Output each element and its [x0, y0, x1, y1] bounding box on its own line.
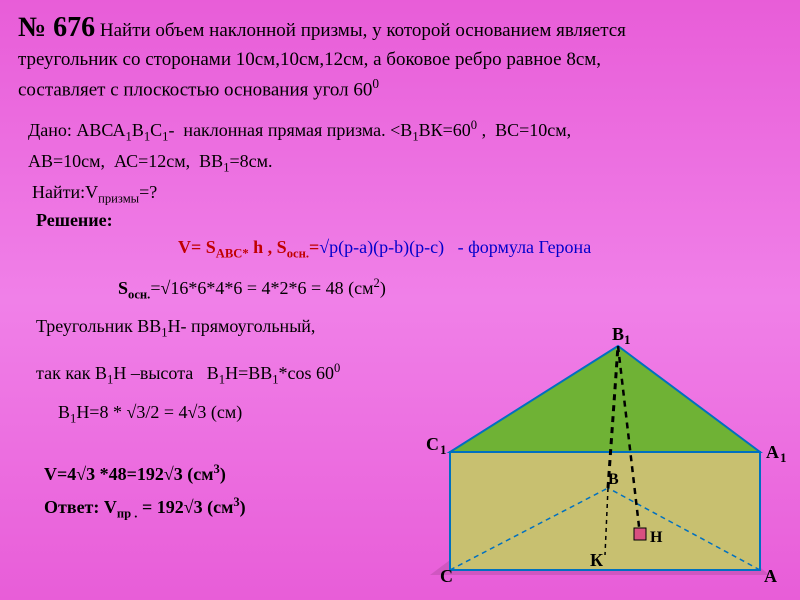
svg-text:К: К	[590, 550, 603, 570]
svg-text:С: С	[426, 434, 439, 454]
problem-text-2: треугольник со сторонами 10см,10см,12см,…	[18, 48, 782, 73]
given-block: Дано: АВСА1В1С1- наклонная прямая призма…	[28, 115, 782, 177]
problem-number: № 676	[18, 12, 95, 43]
svg-text:1: 1	[440, 442, 447, 457]
s-calc: Sосн.=√16*6*4*6 = 4*2*6 = 48 (см2)	[118, 276, 782, 303]
svg-text:А: А	[766, 442, 779, 462]
formula-line: V= SABC* h , Sосн.=√p(p-a)(p-b)(p-c) - ф…	[178, 237, 782, 262]
prism-diagram: В 1 А 1 С 1 В А С К Н	[390, 310, 790, 590]
svg-text:В: В	[608, 471, 619, 488]
svg-text:В: В	[612, 324, 624, 344]
solution-label: Решение:	[36, 210, 782, 231]
find-line: Найти:Vпризмы=?	[32, 182, 782, 207]
problem-text-1: Найти объем наклонной призмы, у которой …	[100, 20, 626, 41]
svg-text:1: 1	[780, 450, 787, 465]
svg-text:Н: Н	[650, 529, 663, 546]
svg-text:А: А	[764, 566, 777, 586]
svg-text:С: С	[440, 566, 453, 586]
problem-text-3: составляет с плоскостью основания угол 6…	[18, 75, 782, 103]
svg-text:1: 1	[624, 332, 631, 347]
problem-title: № 676 Найти объем наклонной призмы, у ко…	[18, 10, 782, 46]
